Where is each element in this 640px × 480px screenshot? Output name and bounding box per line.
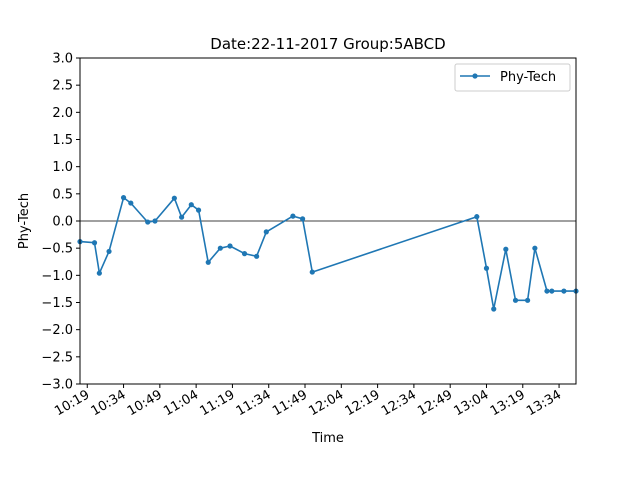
y-tick-label: 1.5: [52, 133, 73, 148]
x-tick-label: 11:49: [270, 387, 310, 419]
data-point: [254, 253, 260, 259]
data-point: [106, 248, 112, 255]
data-point: [525, 297, 531, 303]
x-axis: 10:1910:3410:4911:0411:1911:3411:4912:04…: [52, 384, 564, 419]
y-axis: −3.0 −2.5 −2.0 −1.5 −1.0 −0.5 0.0 0.5 1.0 1.5 2.0 2…: [41, 52, 80, 393]
y-tick-label: −3.0: [41, 378, 73, 393]
y-axis-label: Phy-Tech: [17, 193, 32, 249]
y-tick-label: 2.5: [52, 79, 73, 94]
y-tick-label: −1.5: [41, 296, 73, 311]
x-axis-label: Time: [311, 431, 344, 446]
data-point: [561, 288, 567, 294]
data-point: [512, 297, 519, 303]
legend-box: [454, 63, 571, 92]
data-point: [503, 246, 509, 252]
data-point: [532, 245, 538, 251]
x-tick-label: 10:34: [89, 387, 129, 419]
legend-marker-phy-tech: [472, 73, 478, 79]
data-point: [188, 202, 194, 208]
data-point: [171, 195, 177, 201]
data-point: [145, 219, 151, 225]
data-point: [483, 265, 490, 271]
x-tick-label: 12:49: [415, 387, 455, 419]
y-tick-label: 2.0: [52, 106, 73, 121]
y-tick-label: 3.0: [52, 52, 73, 67]
y-tick-label: −2.0: [41, 323, 73, 338]
chart-title: Date:22-11-2017 Group:5ABCD: [210, 35, 445, 53]
y-tick-label: −1.0: [41, 269, 73, 284]
data-point: [152, 218, 158, 224]
data-point: [128, 200, 134, 206]
x-tick-label: 11:34: [234, 387, 274, 419]
data-point: [195, 207, 202, 213]
data-point: [263, 229, 269, 235]
data-point: [96, 270, 102, 276]
data-point: [179, 214, 185, 220]
data-point: [241, 251, 248, 257]
y-tick-label: −0.5: [41, 242, 73, 257]
legend: Phy-Tech: [454, 63, 571, 92]
x-tick-label: 12:19: [343, 387, 383, 419]
x-tick-label: 12:34: [379, 387, 419, 419]
data-point: [217, 245, 223, 251]
data-point: [474, 214, 480, 220]
plot-area: [77, 195, 579, 312]
data-point: [91, 240, 98, 246]
x-tick-label: 13:34: [524, 387, 564, 419]
x-tick-label: 11:19: [197, 387, 237, 419]
x-tick-label: 10:49: [125, 387, 165, 419]
data-point: [544, 288, 550, 294]
data-point: [491, 306, 497, 312]
x-tick-label: 11:04: [161, 387, 201, 419]
data-point: [309, 269, 315, 275]
data-point: [120, 195, 127, 201]
data-point: [549, 288, 555, 294]
x-tick-label: 13:04: [452, 387, 492, 419]
data-point: [299, 216, 306, 222]
y-tick-label: 1.0: [52, 160, 73, 175]
data-point: [205, 259, 211, 265]
x-tick-label: 13:19: [488, 387, 528, 419]
data-point: [290, 213, 296, 219]
data-point: [227, 243, 233, 249]
legend-label-phy-tech: Phy-Tech: [500, 70, 556, 85]
x-tick-label: 12:04: [306, 387, 346, 419]
y-tick-label: −2.5: [41, 350, 73, 365]
y-tick-label: 0.0: [52, 215, 73, 230]
series-line-phy-tech: [79, 196, 576, 310]
y-tick-label: 0.5: [52, 187, 73, 202]
